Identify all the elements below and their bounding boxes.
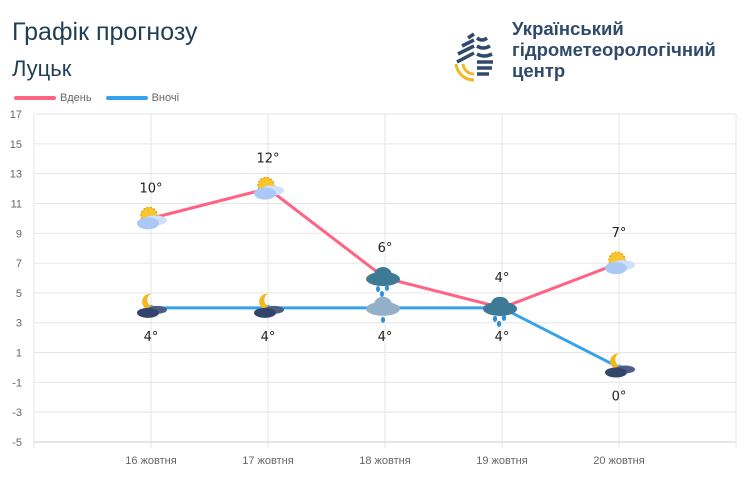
data-label: 4°: [261, 330, 276, 345]
data-label: 4°: [495, 271, 510, 286]
raindrop-shape: [497, 320, 501, 327]
legend-swatch-night[interactable]: [105, 96, 148, 100]
org-line: Український: [512, 18, 624, 39]
light-rain-cloud-icon: [366, 296, 400, 323]
cloud-shape: [605, 367, 627, 378]
cloud-shape: [366, 272, 400, 286]
org-name: Український гідрометеорологічний центр: [512, 18, 716, 81]
city-name: Луцьк: [12, 56, 72, 81]
legend: Вдень Вночі: [14, 92, 179, 104]
cloud-shape: [254, 187, 276, 200]
data-label: 7°: [612, 226, 627, 241]
y-tick-label: -5: [12, 437, 22, 449]
raindrop-shape: [381, 316, 385, 323]
data-label: 6°: [378, 241, 393, 256]
moon-shape: [610, 353, 625, 370]
cloud-shape: [366, 301, 400, 316]
data-label: 4°: [378, 330, 393, 345]
legend-label-night[interactable]: Вночі: [151, 92, 180, 104]
y-tick-label: 3: [16, 318, 22, 330]
moon-shape: [259, 293, 274, 310]
cloud-shape: [605, 262, 627, 275]
y-tick-label: 11: [11, 198, 22, 210]
raindrop-shape: [385, 285, 389, 291]
org-line: гідрометеорологічний: [512, 39, 716, 60]
y-tick-label: 5: [16, 288, 22, 300]
y-tick-label: 13: [10, 169, 22, 181]
rain-cloud-icon: [483, 296, 517, 327]
cloud-shape: [137, 307, 159, 318]
data-label: 10°: [139, 181, 162, 196]
y-tick-label: -1: [12, 377, 22, 389]
data-label: 4°: [495, 330, 510, 345]
legend-swatch-day[interactable]: [14, 96, 56, 100]
y-tick-label: 17: [10, 109, 22, 121]
y-tick-label: 1: [16, 348, 22, 360]
moon-shape: [142, 293, 157, 310]
page-title: Графік прогнозу: [12, 18, 198, 46]
data-label: 0°: [612, 389, 627, 404]
legend-label-day[interactable]: Вдень: [60, 92, 92, 104]
sun-cloud-icon: [137, 206, 167, 230]
org-line: центр: [512, 60, 566, 81]
raindrop-shape: [493, 315, 497, 322]
moon-cloud-icon: [137, 293, 167, 318]
y-tick-label: 9: [16, 228, 22, 240]
sun-cloud-icon: [254, 176, 284, 200]
cloud-shape: [483, 301, 517, 316]
moon-cloud-icon: [605, 353, 635, 378]
x-tick-label: 20 жовтня: [593, 455, 644, 467]
data-label: 12°: [256, 152, 279, 167]
raindrop-shape: [502, 314, 506, 321]
data-label: 4°: [144, 330, 159, 345]
rain-cloud-icon: [366, 267, 400, 297]
sun-cloud-icon: [605, 251, 635, 275]
moon-cloud-icon: [254, 293, 284, 318]
x-tick-label: 18 жовтня: [359, 455, 410, 467]
ukrhydromet-logo-icon: [454, 32, 493, 82]
raindrop-shape: [376, 286, 380, 292]
y-tick-label: 15: [10, 139, 22, 151]
raindrop-shape: [380, 291, 384, 297]
x-tick-label: 19 жовтня: [476, 455, 527, 467]
x-tick-label: 17 жовтня: [242, 455, 293, 467]
y-tick-label: -3: [12, 407, 22, 419]
cloud-shape: [254, 307, 276, 318]
cloud-shape: [137, 217, 159, 230]
x-tick-label: 16 жовтня: [125, 455, 176, 467]
y-tick-label: 7: [16, 258, 22, 270]
